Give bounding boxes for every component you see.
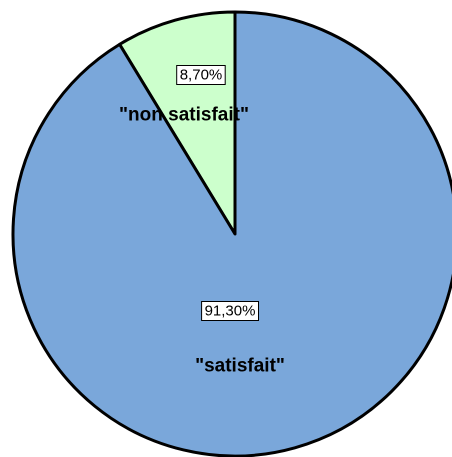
slice-value-label: 8,70% [176,65,226,85]
pie-slice [11,10,452,457]
slice-value-text: 91,30% [205,303,256,320]
slice-value-label: 91,30% [201,301,260,321]
slice-value-box [176,65,226,85]
slice-category-label: "satisfait" [195,356,285,377]
slice-value-text: 8,70% [180,67,223,84]
slice-value-box [201,301,260,321]
slice-category-label: "non satisfait" [119,105,249,126]
